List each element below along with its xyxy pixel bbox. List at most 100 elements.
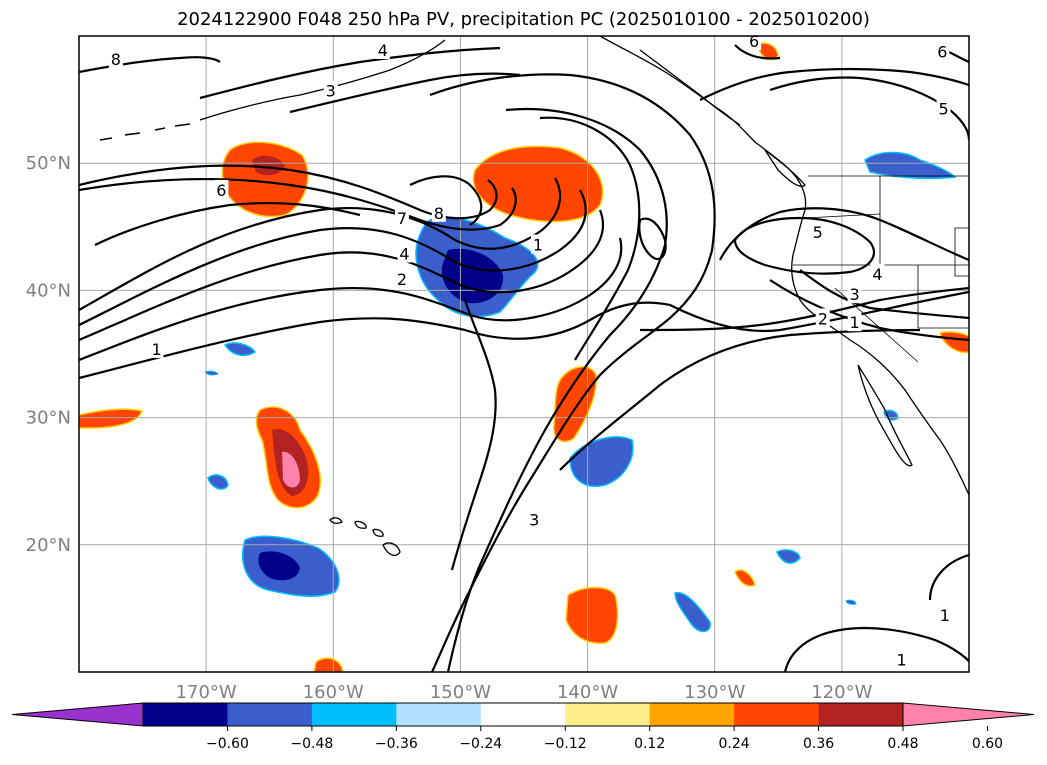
colorbar: −0.60 −0.48 −0.36 −0.24 −0.12 0.12 0.24 0.36 0.4… — [11, 702, 1035, 752]
pv-contour-line — [79, 209, 605, 342]
contour-label: 4 — [378, 41, 388, 60]
contour-label: 1 — [897, 650, 907, 669]
colorbar-tick-label: −0.12 — [544, 736, 587, 752]
map-background — [79, 36, 969, 672]
coastlines — [99, 36, 969, 496]
contour-label-halo — [431, 202, 446, 222]
baja-california — [857, 364, 913, 467]
precip-positive-blob — [79, 408, 143, 429]
hawaiian-islands — [329, 517, 401, 556]
contour-label-halo — [108, 48, 123, 68]
contour-label: 6 — [216, 181, 226, 200]
pv-contour-line — [79, 164, 498, 220]
latitude-tick-label: 50°N — [26, 153, 71, 174]
colorbar-segment — [311, 703, 397, 726]
contour-label-halo — [214, 179, 229, 199]
precip-negative-blob — [223, 342, 257, 357]
contour-label-halo — [394, 268, 409, 288]
island — [329, 517, 343, 524]
colorbar-segment — [396, 703, 482, 726]
contour-label-halo — [394, 207, 409, 227]
precip-positive-blob — [565, 586, 619, 644]
contour-label: 3 — [326, 82, 336, 101]
contour-label: 1 — [533, 236, 543, 255]
colorbar-tick-label: 0.36 — [803, 736, 834, 752]
contour-label: 5 — [938, 100, 948, 119]
state-borders — [793, 176, 969, 363]
contour-label-halo — [530, 234, 545, 254]
map-title: 2024122900 F048 250 hPa PV, precipitatio… — [177, 9, 870, 30]
precip-positive-blob — [472, 145, 604, 223]
pv-contour-line — [928, 553, 969, 601]
contour-label: 3 — [529, 510, 539, 529]
colorbar-tick-label: 0.12 — [634, 736, 665, 752]
pv-contour-line — [783, 626, 969, 672]
longitude-tick-label: 120°W — [811, 682, 872, 703]
pv-contour-line — [769, 76, 969, 141]
contour-label: 2 — [818, 309, 828, 328]
contour-label-halo — [397, 243, 412, 263]
pv-contour-line — [638, 217, 667, 261]
pv-contour-line — [733, 216, 875, 275]
island — [372, 528, 384, 537]
latitude-labels: 20°N 30°N 40°N 50°N — [26, 153, 71, 556]
contour-label: 4 — [872, 265, 882, 284]
contour-label: 1 — [940, 606, 950, 625]
pv-contour-line — [429, 73, 716, 672]
precip-negative-blob — [864, 151, 957, 180]
contour-label-halo — [323, 80, 338, 100]
colorbar-segment — [143, 703, 228, 726]
colorbar-segment — [734, 703, 820, 726]
colorbar-segment — [649, 703, 735, 726]
longitude-tick-label: 150°W — [430, 682, 491, 703]
pv-contour-line — [769, 279, 969, 342]
precip-negative-core — [258, 551, 300, 581]
colorbar-extend-low — [11, 702, 144, 727]
pv-contour-line — [559, 328, 921, 471]
contour-label-halo — [375, 39, 390, 59]
contour-label: 7 — [397, 209, 407, 228]
contour-label-halo — [847, 312, 862, 332]
precipitation-fills — [79, 42, 969, 672]
latitude-tick-label: 20°N — [26, 535, 71, 556]
latitude-tick-label: 30°N — [26, 408, 71, 429]
vancouver-island — [764, 149, 806, 187]
colorbar-tick-label: 0.48 — [887, 736, 918, 752]
southeast-alaska — [639, 49, 741, 126]
pv-contour-line — [199, 46, 501, 100]
map-frame — [78, 35, 970, 673]
contour-label-halo — [810, 221, 825, 241]
contour-label-halo — [894, 649, 909, 669]
longitude-tick-label: 130°W — [684, 682, 745, 703]
island — [354, 520, 367, 529]
big-island — [382, 542, 401, 556]
colorbar-tick-label: −0.36 — [375, 736, 418, 752]
contour-label-halo — [527, 509, 542, 529]
colorbar-outline — [142, 702, 904, 727]
pv-contour-line — [699, 67, 969, 101]
precip-negative-blob — [569, 436, 634, 487]
contour-label: 1 — [849, 313, 859, 332]
colorbar-segment — [480, 703, 566, 726]
precip-negative-blob — [204, 370, 219, 376]
contour-label: 8 — [111, 50, 121, 69]
pv-contour-line — [79, 237, 623, 362]
contour-label: 4 — [399, 245, 409, 264]
pv-contour-line — [79, 189, 587, 326]
political-borders — [793, 175, 969, 363]
precip-positive-blob — [734, 569, 756, 587]
contour-label-halo — [937, 604, 952, 624]
longitude-labels: 170°W 160°W 150°W 140°W 130°W 120°W — [176, 682, 873, 703]
contour-label: 6 — [749, 32, 759, 51]
colorbar-segment — [565, 703, 651, 726]
pv-contour-line — [734, 44, 781, 60]
precip-negative-blob — [674, 591, 711, 633]
pv-contour-line — [289, 72, 521, 114]
precip-negative-blob — [776, 549, 801, 564]
colorbar-tick-label: −0.60 — [206, 736, 249, 752]
contour-label: 5 — [813, 223, 823, 242]
contour-label-halo — [870, 263, 885, 283]
pv-contour-line — [450, 299, 497, 571]
contour-label-halo — [935, 41, 950, 61]
